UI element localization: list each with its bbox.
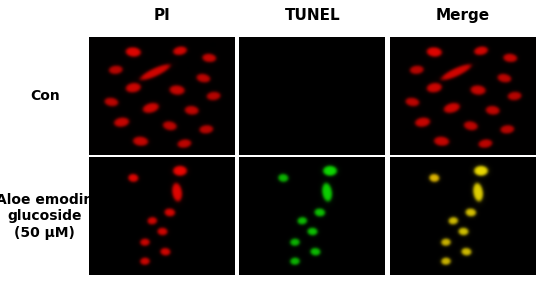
- Text: Con: Con: [30, 89, 60, 103]
- Text: PI: PI: [154, 8, 170, 23]
- Text: Merge: Merge: [436, 8, 490, 23]
- Text: TUNEL: TUNEL: [285, 8, 340, 23]
- Text: Aloe emodin
glucoside
(50 μM): Aloe emodin glucoside (50 μM): [0, 193, 93, 240]
